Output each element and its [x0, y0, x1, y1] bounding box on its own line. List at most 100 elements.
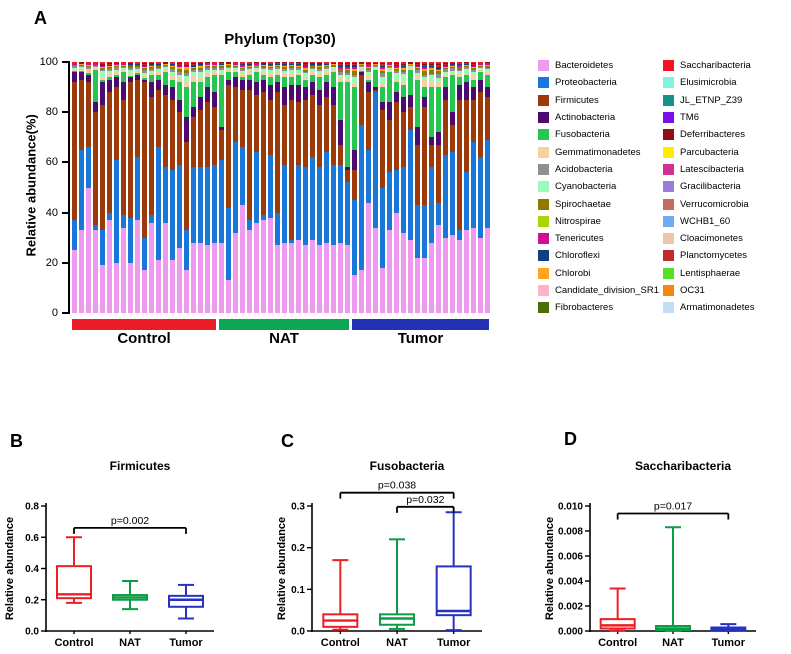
bar-segment: [121, 65, 126, 68]
sample-bar: [219, 62, 224, 313]
sample-bar: [261, 62, 266, 313]
legend-swatch: [538, 181, 549, 193]
sample-bar: [254, 62, 259, 313]
sample-bar: [310, 62, 315, 313]
bar-segment: [450, 67, 455, 69]
bar-segment: [198, 65, 203, 66]
bar-segment: [471, 62, 476, 64]
bar-segment: [170, 67, 175, 69]
bar-segment: [464, 99, 469, 173]
bar-segment: [394, 68, 399, 71]
bar-segment: [282, 63, 287, 64]
bar-segment: [485, 62, 490, 64]
bar-segment: [380, 109, 385, 188]
sample-bar: [268, 62, 273, 313]
legend-label: Cloacimonetes: [680, 233, 743, 245]
y-tick-label: 40: [45, 206, 58, 219]
bar-segment: [380, 267, 385, 313]
bar-segment: [149, 66, 154, 68]
bar-segment: [324, 62, 329, 64]
bar-segment: [93, 62, 98, 63]
bar-segment: [142, 270, 147, 313]
y-tick-mark: [62, 211, 68, 214]
bar-segment: [135, 220, 140, 313]
bar-segment: [373, 69, 378, 88]
legend-swatch: [663, 267, 674, 279]
bar-segment: [142, 79, 147, 83]
bar-segment: [142, 76, 147, 79]
bar-segment: [289, 62, 294, 63]
legend-item: JL_ETNP_Z39: [663, 92, 791, 109]
bar-segment: [128, 70, 133, 74]
bar-segment: [387, 66, 392, 68]
bar-segment: [443, 64, 448, 65]
sample-bar: [303, 62, 308, 313]
bar-segment: [121, 64, 126, 65]
bar-segment: [282, 65, 287, 66]
bar-segment: [275, 212, 280, 246]
bar-segment: [464, 63, 469, 64]
bar-segment: [226, 65, 231, 67]
bar-segment: [212, 107, 217, 165]
bar-segment: [401, 71, 406, 75]
bar-segment: [107, 62, 112, 63]
sample-bar: [352, 62, 357, 313]
bar-segment: [289, 68, 294, 71]
x-category-label: Tumor: [169, 637, 203, 649]
bar-segment: [471, 79, 476, 88]
bar-segment: [352, 83, 357, 88]
y-tick-label: 0.2: [291, 543, 305, 554]
bar-segment: [457, 69, 462, 72]
bar-segment: [408, 62, 413, 64]
panel-a-title: Phylum (Top30): [224, 31, 336, 48]
bar-segment: [226, 280, 231, 313]
bar-segment: [142, 67, 147, 69]
bar-segment: [289, 77, 294, 85]
bar-segment: [156, 68, 161, 70]
bar-segment: [352, 200, 357, 276]
bar-segment: [450, 235, 455, 313]
bar-segment: [170, 65, 175, 68]
bar-segment: [436, 87, 441, 133]
bar-segment: [380, 67, 385, 69]
bar-segment: [464, 67, 469, 70]
bar-segment: [233, 64, 238, 66]
bar-segment: [485, 139, 490, 228]
bar-segment: [86, 64, 91, 66]
bar-segment: [296, 72, 301, 75]
bar-segment: [289, 63, 294, 64]
bar-segment: [128, 63, 133, 65]
bar-segment: [275, 65, 280, 66]
sample-bar: [149, 62, 154, 313]
bar-segment: [191, 71, 196, 75]
bar-segment: [163, 94, 168, 168]
sample-bar: [121, 62, 126, 313]
bar-segment: [478, 72, 483, 80]
bar-segment: [317, 70, 322, 75]
legend-label: Actinobacteria: [555, 112, 616, 124]
bar-segment: [93, 64, 98, 66]
bar-segment: [177, 66, 182, 69]
bar-segment: [436, 202, 441, 226]
bar-segment: [415, 65, 420, 67]
bar-segment: [422, 67, 427, 69]
bar-segment: [268, 99, 273, 155]
bar-segment: [247, 63, 252, 65]
bar-segment: [408, 63, 413, 64]
bar-segment: [93, 230, 98, 313]
y-tick-label: 0.8: [25, 502, 39, 513]
bar-segment: [107, 66, 112, 68]
bar-segment: [233, 72, 238, 78]
bar-segment: [219, 66, 224, 68]
bar-segment: [114, 159, 119, 263]
bar-segment: [198, 109, 203, 168]
bar-segment: [485, 64, 490, 65]
bar-segment: [366, 149, 371, 203]
bar-segment: [100, 82, 105, 105]
bar-segment: [352, 169, 357, 201]
bar-segment: [436, 65, 441, 67]
bar-segment: [408, 66, 413, 68]
y-tick-label: 0.002: [558, 602, 583, 613]
bar-segment: [387, 119, 392, 173]
sample-bar: [436, 62, 441, 313]
